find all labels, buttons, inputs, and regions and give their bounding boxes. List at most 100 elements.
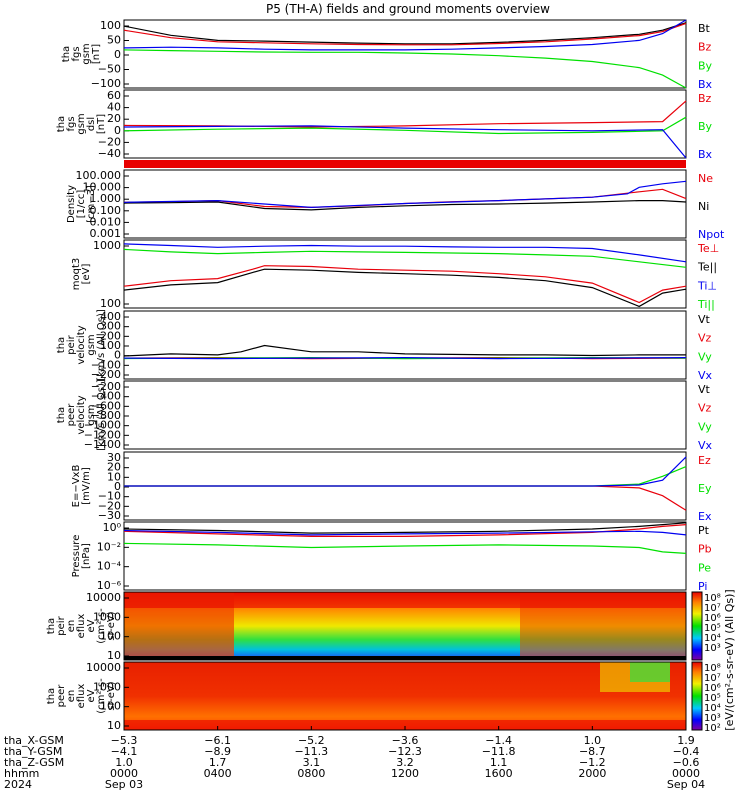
- legend-entry: Pi: [698, 580, 707, 593]
- colorbar-tick: 10⁵: [704, 623, 721, 634]
- ephemeris-value: 1.0: [584, 734, 602, 747]
- y-tick-label: 0: [114, 480, 121, 493]
- y-tick-label: −1000: [84, 419, 121, 432]
- series-line: [123, 22, 687, 45]
- y-axis-label: moqt3: [71, 258, 82, 291]
- colorbar-tick: 10³: [704, 713, 721, 724]
- legend-entry: Ez: [698, 454, 711, 467]
- y-axis-label: sr-eV): [106, 611, 117, 640]
- legend-entry: Vx: [698, 369, 713, 382]
- ephemeris-value: 1.7: [209, 756, 227, 769]
- y-tick-label: −10: [98, 490, 121, 503]
- ephemeris-value: −6.1: [204, 734, 231, 747]
- y-tick-label: 10⁻⁶: [97, 579, 122, 592]
- y-tick-label: 10000: [86, 591, 121, 604]
- y-tick-label: 60: [107, 89, 121, 102]
- y-axis-label: tha: [56, 337, 67, 353]
- legend-entry: Te||: [697, 261, 717, 274]
- plot-title: P5 (TH-A) fields and ground moments over…: [266, 2, 550, 16]
- y-tick-label: 300: [100, 320, 121, 333]
- y-tick-label: 1.000: [90, 192, 122, 205]
- y-tick-label: 10: [107, 470, 121, 483]
- legend-entry: Ti||: [697, 298, 715, 311]
- y-axis-label: sr-eV): [106, 681, 117, 710]
- y-axis-label: Density: [66, 185, 77, 223]
- panel-density: [123, 169, 687, 239]
- colorbar-bottom: [691, 661, 703, 731]
- date-label: Sep 03: [105, 778, 143, 791]
- legend-entry: Ni: [698, 200, 709, 213]
- y-tick-label: −40: [98, 147, 121, 160]
- ephemeris-value: 1.0: [115, 756, 133, 769]
- y-axis-label: (cm²-s-: [96, 608, 107, 644]
- ephemeris-value: −12.3: [388, 745, 422, 758]
- colorbar-tick: 10⁶: [704, 683, 721, 694]
- y-tick-label: −600: [91, 399, 121, 412]
- legend-entry: Ti⊥: [697, 279, 717, 292]
- ephemeris-value: −5.3: [111, 734, 138, 747]
- series-line: [123, 356, 687, 360]
- heatmap-peir: [124, 592, 686, 660]
- ephemeris-value: −1.4: [485, 734, 512, 747]
- colorbar-tick: 10⁷: [704, 603, 721, 614]
- legend-entry: Npot: [698, 228, 725, 241]
- y-tick-label: −30: [98, 509, 121, 522]
- ephemeris-value: 1600: [485, 767, 513, 780]
- series-line: [123, 522, 687, 534]
- colorbar-tick: 10⁸: [704, 593, 721, 604]
- y-tick-label: −200: [91, 368, 121, 381]
- colorbar-tick: 10³: [704, 643, 721, 654]
- y-axis-label: peir: [66, 334, 77, 354]
- legend-entry: Vz: [698, 402, 712, 415]
- y-tick-label: −1400: [84, 438, 121, 451]
- colorbar-tick: 10⁷: [704, 673, 721, 684]
- y-tick-label: 400: [100, 310, 121, 323]
- heatmap-peer: [124, 662, 686, 730]
- series-line: [123, 542, 687, 554]
- legend-entry: Ey: [698, 482, 712, 495]
- legend-entry: Bz: [698, 41, 712, 54]
- series-line: [123, 180, 687, 209]
- y-tick-label: 0: [114, 48, 121, 61]
- y-axis-label: tha: [46, 688, 57, 704]
- panel-pressure: [123, 521, 687, 591]
- legend-entry: Pb: [698, 543, 712, 556]
- legend-entry: Pt: [698, 524, 710, 537]
- ephemeris-value: 2000: [578, 767, 606, 780]
- ephemeris-value: −11.8: [482, 745, 516, 758]
- y-axis-label: [cm−3]: [86, 185, 97, 223]
- ephemeris-value: −8.7: [579, 745, 606, 758]
- y-axis-label: gsm: [86, 334, 97, 355]
- y-tick-label: 50: [107, 34, 121, 47]
- y-axis-label: [km/s (All Qs)]: [96, 309, 107, 381]
- legend-entry: Bt: [698, 22, 711, 35]
- series-line: [123, 268, 687, 308]
- ephemeris-value: 1.1: [490, 756, 508, 769]
- ephemeris-value: 1200: [391, 767, 419, 780]
- y-axis-label: (cm²-s-: [96, 678, 107, 714]
- y-axis-label: fgs: [71, 46, 82, 61]
- series-line: [123, 22, 687, 46]
- ephemeris-value: 0000: [110, 767, 138, 780]
- y-tick-label: 40: [107, 101, 121, 114]
- y-tick-label: 20: [107, 112, 121, 125]
- legend-entry: Vt: [698, 313, 711, 326]
- y-tick-label: 0: [114, 124, 121, 137]
- y-axis-label: [eV]: [81, 264, 92, 285]
- legend-entry: Bz: [698, 92, 712, 105]
- y-tick-label: 30: [107, 451, 121, 464]
- y-axis-label: [km/s (All Qs)]: [96, 379, 107, 451]
- y-tick-label: 0: [114, 349, 121, 362]
- panel-peer-velocity: [123, 380, 687, 450]
- y-tick-label: 20: [107, 461, 121, 474]
- date-label: Sep 04: [667, 778, 705, 791]
- ephemeris-row-label: tha_X-GSM: [4, 734, 64, 747]
- y-axis-label: gsm: [81, 43, 92, 64]
- y-tick-label: −50: [98, 63, 121, 76]
- ephemeris-value: −3.6: [392, 734, 419, 747]
- colorbar-tick: 10⁴: [704, 703, 721, 714]
- panel-peir-velocity: [123, 310, 687, 380]
- legend-entry: Vt: [698, 383, 711, 396]
